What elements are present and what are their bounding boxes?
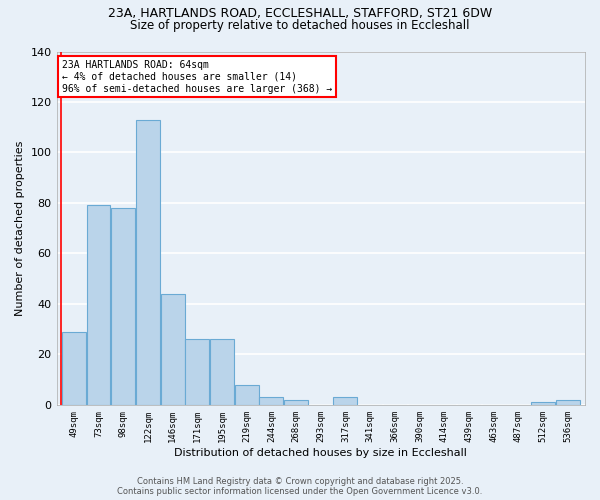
Bar [86, 206, 110, 405]
Bar [210, 339, 234, 405]
Bar [531, 402, 555, 405]
Bar [556, 400, 580, 405]
Bar [185, 339, 209, 405]
Text: Size of property relative to detached houses in Eccleshall: Size of property relative to detached ho… [130, 19, 470, 32]
X-axis label: Distribution of detached houses by size in Eccleshall: Distribution of detached houses by size … [175, 448, 467, 458]
Bar [259, 398, 283, 405]
Bar [111, 208, 135, 405]
Bar [284, 400, 308, 405]
Bar [136, 120, 160, 405]
Text: 23A HARTLANDS ROAD: 64sqm
← 4% of detached houses are smaller (14)
96% of semi-d: 23A HARTLANDS ROAD: 64sqm ← 4% of detach… [62, 60, 332, 94]
Bar [334, 398, 358, 405]
Bar [161, 294, 185, 405]
Bar [235, 384, 259, 405]
Bar [62, 332, 86, 405]
Text: Contains HM Land Registry data © Crown copyright and database right 2025.
Contai: Contains HM Land Registry data © Crown c… [118, 476, 482, 496]
Y-axis label: Number of detached properties: Number of detached properties [15, 140, 25, 316]
Text: 23A, HARTLANDS ROAD, ECCLESHALL, STAFFORD, ST21 6DW: 23A, HARTLANDS ROAD, ECCLESHALL, STAFFOR… [108, 8, 492, 20]
